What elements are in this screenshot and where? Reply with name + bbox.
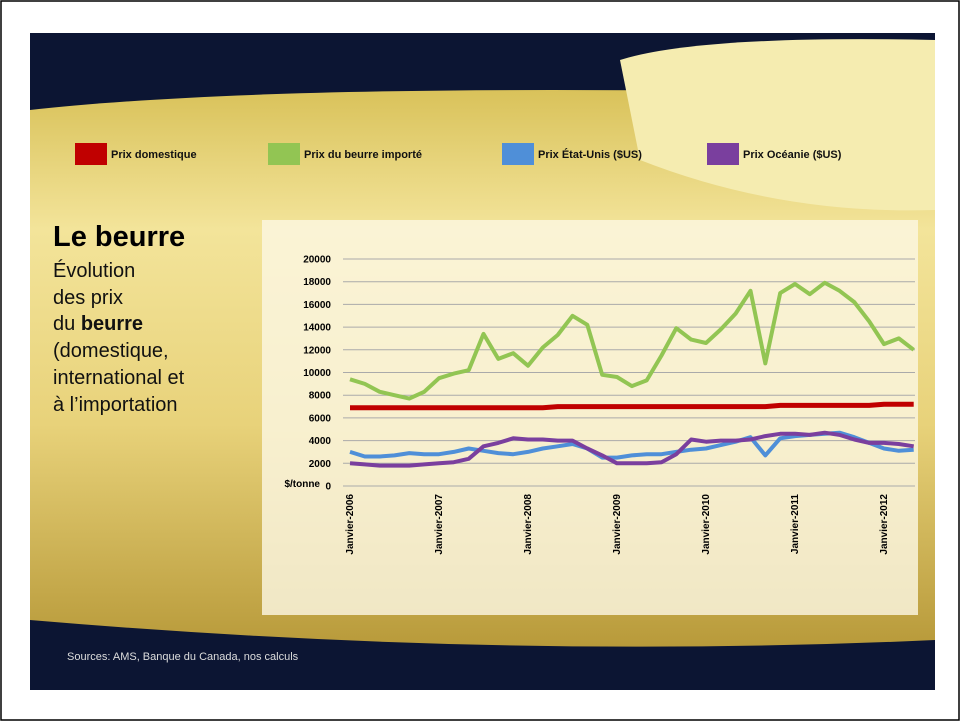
y-axis-label: $/tonne <box>284 479 320 490</box>
legend-swatch <box>707 143 739 165</box>
y-tick-label: 6000 <box>309 413 332 424</box>
x-tick-label: Janvier-2009 <box>612 494 623 555</box>
legend-label: Prix État-Unis ($US) <box>538 148 642 161</box>
y-tick-label: 4000 <box>309 436 332 447</box>
y-tick-label: 0 <box>325 482 331 493</box>
y-tick-label: 18000 <box>303 277 331 288</box>
x-tick-label: Janvier-2006 <box>345 494 356 555</box>
page: Le beurre Évolution des prix du beurre (… <box>0 0 960 721</box>
y-tick-label: 2000 <box>309 459 332 470</box>
legend-label: Prix du beurre importé <box>304 149 422 161</box>
subtitle-line: à l’importation <box>53 394 178 416</box>
subtitle-word: du <box>53 313 75 335</box>
subtitle-line: du beurre <box>53 313 143 335</box>
y-tick-label: 14000 <box>303 323 331 334</box>
legend-label: Prix domestique <box>111 149 197 161</box>
slide: Le beurre Évolution des prix du beurre (… <box>0 0 960 721</box>
x-tick-label: Janvier-2007 <box>434 494 445 555</box>
chart-title: Le beurre <box>53 221 185 253</box>
x-tick-label: Janvier-2012 <box>879 494 890 555</box>
legend-swatch <box>75 143 107 165</box>
x-tick-label: Janvier-2011 <box>790 494 801 554</box>
subtitle-bold: beurre <box>81 313 143 335</box>
subtitle-line: des prix <box>53 287 123 309</box>
y-tick-label: 16000 <box>303 300 331 311</box>
x-tick-label: Janvier-2010 <box>701 494 712 555</box>
x-tick-label: Janvier-2008 <box>523 494 534 555</box>
subtitle-line: (domestique, <box>53 340 169 362</box>
source-note: Sources: AMS, Banque du Canada, nos calc… <box>67 651 299 663</box>
subtitle-line: international et <box>53 367 185 389</box>
y-tick-label: 12000 <box>303 345 331 356</box>
y-tick-label: 10000 <box>303 368 331 379</box>
legend-label: Prix Océanie ($US) <box>743 149 842 161</box>
y-tick-label: 20000 <box>303 255 331 266</box>
subtitle-line: Évolution <box>53 259 135 282</box>
legend-swatch <box>502 143 534 165</box>
legend-swatch <box>268 143 300 165</box>
y-tick-label: 8000 <box>309 391 332 402</box>
